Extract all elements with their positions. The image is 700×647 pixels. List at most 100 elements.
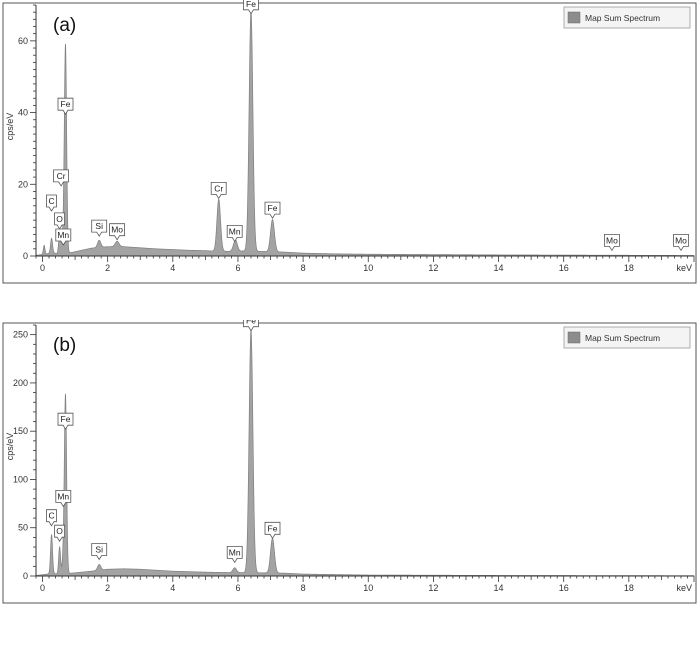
- peak-label: Mo: [675, 235, 687, 245]
- y-tick-label: 40: [18, 108, 28, 118]
- x-tick-label: 12: [428, 583, 438, 593]
- peak-annotation: Mo: [109, 223, 125, 241]
- peak-label-box: [210, 181, 227, 200]
- peak-label-box: [91, 219, 108, 237]
- peak-annotation: C: [46, 194, 57, 212]
- legend-box: [563, 6, 691, 29]
- panel-label: (a): [53, 15, 76, 36]
- y-tick-label: 100: [13, 474, 28, 484]
- spectrum-chart-b: 0 2 4 6 8 10 12 14 16 18 keV 0 50 100 150 200 250 cps/eV (…: [2, 320, 697, 604]
- legend: Map Sum Spectrum: [563, 6, 691, 29]
- spectrum-chart-a: 0 2 4 6 8 10 12 14 16 18 keV 0 20 40 60 cps/eV (a) Map Su…: [2, 0, 697, 284]
- x-tick-label: 10: [363, 583, 373, 593]
- x-tick-label: 12: [428, 263, 438, 273]
- peak-label: Mo: [606, 235, 618, 245]
- peak-label: Mn: [229, 547, 241, 557]
- x-tick-label: 8: [301, 583, 306, 593]
- spectrum-panel-a: 0 2 4 6 8 10 12 14 16 18 keV 0 20 40 60 cps/eV (a) Map Su…: [0, 0, 700, 290]
- x-tick-label: 14: [494, 583, 504, 593]
- y-tick-label: 50: [18, 523, 28, 533]
- peak-label: Cr: [214, 183, 223, 193]
- y-tick-label: 20: [18, 179, 28, 189]
- x-axis-label: keV: [676, 583, 692, 593]
- peak-label: Mn: [229, 226, 241, 236]
- y-tick-label: 60: [18, 36, 28, 46]
- peak-label-box: [53, 169, 69, 187]
- y-tick-label: 0: [23, 251, 28, 261]
- peak-annotation: Fe: [264, 201, 281, 219]
- peak-label: C: [48, 196, 54, 206]
- peak-annotation: Fe: [57, 97, 74, 115]
- y-axis-label: cps/eV: [5, 433, 15, 461]
- peak-label: Mn: [57, 230, 69, 240]
- legend: Map Sum Spectrum: [563, 326, 691, 349]
- spectrum-area: [35, 10, 695, 257]
- peak-label: Fe: [61, 414, 71, 424]
- y-tick-label: 150: [13, 426, 28, 436]
- peak-label-box: [54, 212, 65, 230]
- peak-label: O: [56, 214, 63, 224]
- x-tick-label: 0: [40, 263, 45, 273]
- peak-label: Fe: [268, 203, 278, 213]
- peak-label: Fe: [246, 0, 256, 9]
- peak-label: Fe: [268, 523, 278, 533]
- peak-label: Si: [95, 545, 103, 555]
- legend-label: Map Sum Spectrum: [585, 333, 660, 343]
- x-tick-label: 18: [624, 263, 634, 273]
- chart-frame: [2, 2, 697, 284]
- spectrum-panel-b: 0 2 4 6 8 10 12 14 16 18 keV 0 50 100 150 200 250 cps/eV (…: [0, 320, 700, 610]
- peak-label-box: [109, 223, 125, 241]
- peak-annotation: Mn: [55, 489, 72, 508]
- peak-label-box: [243, 320, 259, 332]
- peak-annotation: C: [46, 509, 57, 527]
- legend-label: Map Sum Spectrum: [585, 13, 660, 23]
- peak-annotation: Cr: [53, 169, 69, 187]
- peak-label-box: [264, 521, 281, 540]
- peak-annotation: O: [54, 212, 65, 230]
- x-tick-label: 16: [559, 583, 569, 593]
- chart-frame: [2, 322, 697, 604]
- peak-label-box: [673, 233, 689, 252]
- peak-label-box: [243, 0, 259, 15]
- x-tick-label: 10: [363, 263, 373, 273]
- peak-label: Si: [95, 221, 103, 231]
- peak-label: O: [56, 526, 63, 536]
- peak-annotation: Si: [91, 219, 108, 237]
- peak-annotation: Fe: [243, 320, 259, 332]
- y-tick-label: 250: [13, 330, 28, 340]
- x-tick-label: 2: [105, 263, 110, 273]
- x-tick-label: 14: [494, 263, 504, 273]
- peak-label-box: [55, 228, 72, 246]
- peak-annotation: Mn: [55, 228, 72, 246]
- legend-swatch: [567, 331, 581, 344]
- peak-annotation: Si: [91, 543, 108, 561]
- peak-label-box: [91, 543, 108, 561]
- x-tick-label: 6: [235, 263, 240, 273]
- x-tick-label: 4: [170, 263, 175, 273]
- peak-label: Cr: [57, 171, 66, 181]
- legend-box: [563, 326, 691, 349]
- peak-label-box: [54, 524, 65, 542]
- x-tick-label: 18: [624, 583, 634, 593]
- peak-label-box: [226, 545, 243, 564]
- x-axis-label: keV: [676, 263, 692, 273]
- x-tick-label: 0: [40, 583, 45, 593]
- peak-label-box: [46, 509, 57, 527]
- peak-annotation: Fe: [243, 0, 259, 15]
- x-tick-label: 4: [170, 583, 175, 593]
- peak-annotation: Mo: [673, 233, 689, 252]
- peak-annotation: Cr: [210, 181, 227, 200]
- peak-label: C: [48, 511, 54, 521]
- peak-annotation: Fe: [57, 412, 74, 430]
- peak-label-box: [226, 224, 243, 243]
- peak-annotation: Fe: [264, 521, 281, 540]
- y-tick-label: 0: [23, 571, 28, 581]
- peak-label-box: [264, 201, 281, 219]
- x-tick-label: 16: [559, 263, 569, 273]
- peak-label: Fe: [246, 320, 256, 326]
- x-tick-label: 6: [235, 583, 240, 593]
- peak-annotation: Mn: [226, 545, 243, 564]
- x-tick-label: 8: [301, 263, 306, 273]
- y-tick-label: 200: [13, 378, 28, 388]
- peak-label: Mn: [57, 491, 69, 501]
